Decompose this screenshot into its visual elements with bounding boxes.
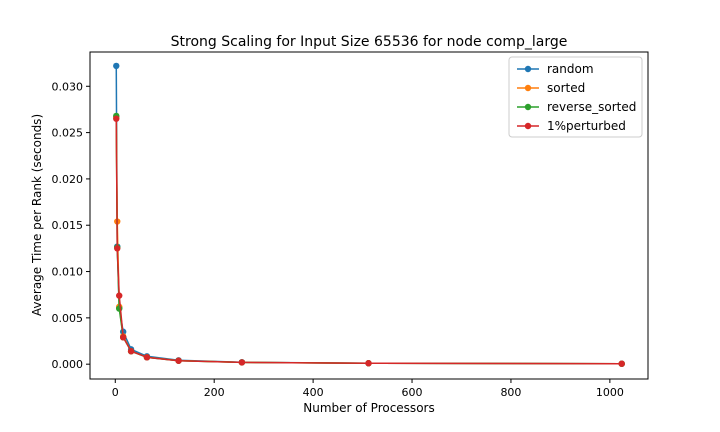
y-tick-label: 0.000 [52,358,84,371]
y-tick-label: 0.005 [52,312,84,325]
x-tick-label: 200 [204,386,225,399]
plot-frame [89,51,649,380]
legend-label: 1%perturbed [547,119,626,133]
legend-marker [524,122,532,130]
x-tick-label: 0 [112,386,119,399]
data-point-1-perturbed [119,334,127,341]
legend-item: random [517,62,594,76]
legend-marker [524,103,532,111]
data-point-1-perturbed [116,292,123,299]
legend: random sorted reverse_sorted 1%perturbed [508,56,643,138]
series-line-1-perturbed [115,118,622,365]
data-point-random [113,62,120,70]
data-point-1-perturbed [113,115,120,122]
x-tick-label: 1000 [596,386,624,399]
chart-title: Strong Scaling for Input Size 65536 for … [171,34,568,50]
legend-label: random [547,62,594,76]
y-tick-label: 0.020 [52,173,84,186]
x-tick-label: 600 [402,386,423,399]
x-axis-label: Number of Processors [303,401,434,415]
legend-label: reverse_sorted [547,100,636,114]
series-line-sorted [115,116,622,365]
data-point-1-perturbed [114,245,121,252]
data-point-1-perturbed [127,348,135,355]
legend-item: reverse_sorted [517,100,636,114]
series-reverse-sorted [113,112,625,367]
series-line-reverse-sorted [115,115,622,365]
y-axis-label: Average Time per Rank (seconds) [30,114,44,316]
series-1-perturbed [113,115,625,367]
y-tick-label: 0.025 [52,127,84,140]
data-point-1-perturbed [365,360,372,367]
data-point-1-perturbed [238,359,246,366]
data-point-reverse-sorted [116,305,123,312]
y-tick-label: 0.015 [52,219,84,232]
legend-box [508,56,643,138]
legend-marker [524,65,532,73]
legend-marker [524,84,532,92]
legend-item: sorted [517,81,585,95]
series-sorted [113,113,625,367]
x-tick-label: 400 [303,386,324,399]
y-tick-label: 0.010 [52,266,84,279]
data-point-1-perturbed [618,360,625,367]
legend-label: sorted [547,81,585,95]
data-point-1-perturbed [175,357,182,364]
data-point-1-perturbed [143,354,151,361]
x-tick-label: 800 [500,386,521,399]
y-tick-label: 0.030 [52,80,84,93]
legend-item: 1%perturbed [517,119,626,133]
